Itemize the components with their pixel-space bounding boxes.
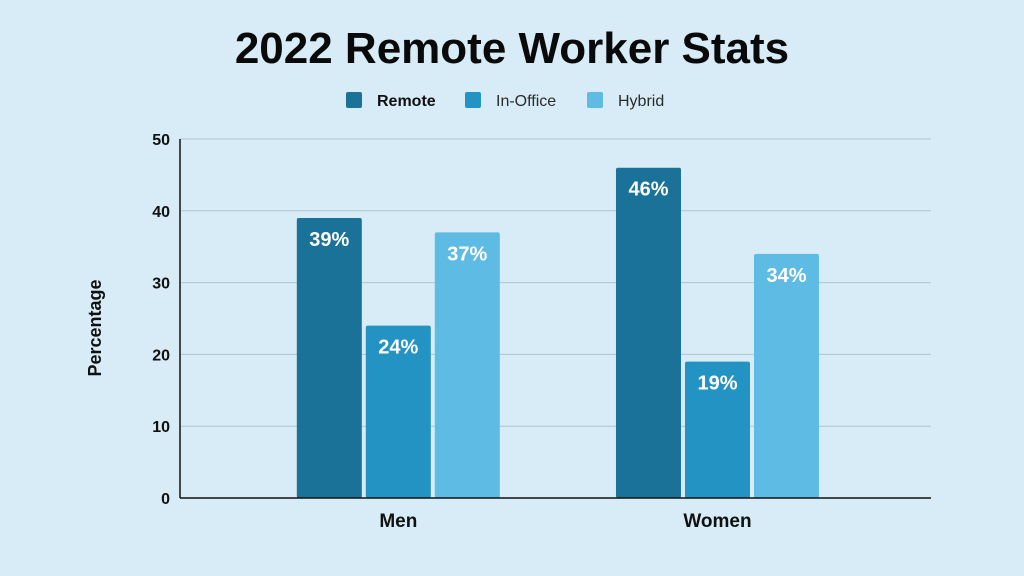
legend-swatch-remote [346, 92, 362, 108]
y-axis-label: Percentage [85, 279, 105, 376]
data-label-in-office-men: 24% [378, 337, 418, 359]
data-label-remote-women: 46% [628, 179, 668, 201]
y-tick-label-30: 30 [152, 276, 170, 293]
bar-hybrid-men [434, 232, 500, 498]
bar-remote-men [296, 217, 362, 499]
y-tick-label-50: 50 [152, 132, 170, 149]
x-axis-categories: Men Women [379, 511, 751, 532]
bar-remote-women [615, 167, 681, 498]
data-label-hybrid-men: 37% [447, 243, 487, 265]
y-tick-label-40: 40 [152, 204, 170, 221]
y-tick-label-10: 10 [152, 419, 170, 436]
x-category-label-men: Men [379, 511, 417, 532]
legend-swatch-hybrid [587, 92, 603, 108]
y-tick-label-20: 20 [152, 347, 170, 364]
legend-label-remote: Remote [377, 93, 436, 110]
y-tick-label-0: 0 [161, 491, 170, 508]
chart-title: 2022 Remote Worker Stats [235, 24, 789, 73]
bar-hybrid-women [753, 253, 819, 498]
legend-label-in-office: In-Office [496, 93, 556, 110]
legend: Remote In-Office Hybrid [346, 92, 664, 110]
data-label-remote-men: 39% [309, 229, 349, 251]
legend-swatch-in-office [465, 92, 481, 108]
bar-in-office-men [365, 325, 431, 498]
data-label-hybrid-women: 34% [766, 265, 806, 287]
bars [296, 167, 819, 499]
bar-in-office-women [684, 361, 750, 498]
legend-label-hybrid: Hybrid [618, 93, 664, 110]
y-axis-ticks: 0 10 20 30 40 50 [152, 132, 170, 508]
data-labels: 39% 24% 37% 46% 19% 34% [309, 179, 806, 395]
x-category-label-women: Women [683, 511, 751, 532]
data-label-in-office-women: 19% [697, 373, 737, 395]
